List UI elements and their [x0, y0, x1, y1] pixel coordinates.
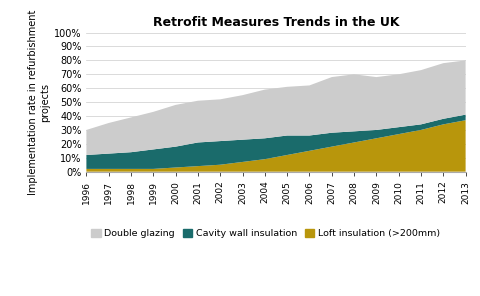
- Y-axis label: Implementation rate in refurbishment
projects: Implementation rate in refurbishment pro…: [28, 9, 50, 195]
- Title: Retrofit Measures Trends in the UK: Retrofit Measures Trends in the UK: [153, 16, 399, 29]
- Legend: Double glazing, Cavity wall insulation, Loft insulation (>200mm): Double glazing, Cavity wall insulation, …: [91, 229, 440, 239]
